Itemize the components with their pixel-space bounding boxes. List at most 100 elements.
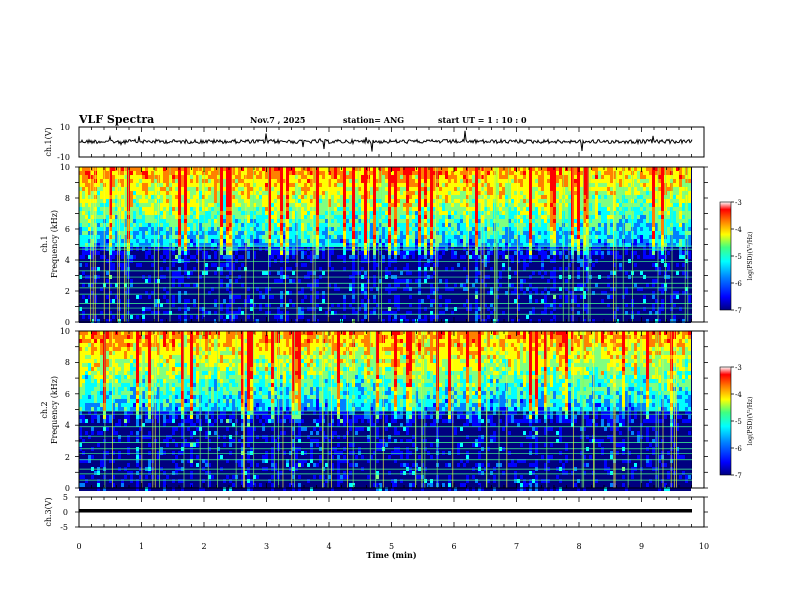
spectrogram-cell [211,191,214,195]
spectrogram-cell [283,187,286,191]
spectrogram-cell [337,167,340,171]
spectrogram-cell [178,199,181,203]
spectrogram-cell [568,211,571,215]
spectrogram-cell [577,219,580,223]
spectrogram-cell [250,167,253,171]
spectrogram-cell [634,179,637,183]
spectrogram-cell [676,255,679,259]
spectrogram-cell [613,191,616,195]
spectrogram-cell [676,219,679,223]
spectrogram-cell [370,175,373,179]
spectrogram-cell [559,227,562,231]
spectrogram-cell [325,179,328,183]
spectrogram-cell [490,183,493,187]
spectrogram-cell [229,171,232,175]
spectrogram-cell [532,219,535,223]
spectrogram-cell [364,195,367,199]
spectrogram-cell [517,215,520,219]
spectrogram-cell [445,227,448,231]
spectrogram-cell [166,231,169,235]
spectrogram-cell [490,235,493,239]
spectrogram-cell [202,179,205,183]
spectrogram-cell [685,239,688,243]
spectrogram-cell [421,207,424,211]
spectrogram-cell [625,179,628,183]
spectrogram-cell [364,183,367,187]
spectrogram-cell [421,175,424,179]
spectrogram-cell [334,203,337,207]
spectrogram-cell [292,243,295,247]
spectrogram-cell [550,199,553,203]
spectrogram-cell [553,231,556,235]
spectrogram-cell [394,199,397,203]
spectrogram-cell [571,171,574,175]
spectrogram-cell [625,255,628,259]
spectrogram-cell [82,235,85,239]
spectrogram-cell [403,227,406,231]
spectrogram-cell [91,171,94,175]
spectrogram-cell [475,223,478,227]
spectrogram-cell [517,227,520,231]
spectrogram-cell [601,211,604,215]
spectrogram-cell [508,171,511,175]
spectrogram-cell [133,227,136,231]
spectrogram-cell [604,167,607,171]
spectrogram-cell [253,215,256,219]
spectrogram-cell [607,203,610,207]
spectrogram-cell [658,199,661,203]
spectrogram-cell [394,203,397,207]
spectrogram-cell [463,215,466,219]
spectrogram-cell [550,191,553,195]
spectrogram-cell [370,243,373,247]
spectrogram-cell [313,175,316,179]
spectrogram-cell [319,179,322,183]
spectrogram-cell [469,207,472,211]
spectrogram-cell [625,195,628,199]
spectrogram-cell [481,219,484,223]
spectrogram-cell [241,179,244,183]
spectrogram-cell [130,255,133,259]
spectrogram-cell [418,251,421,255]
spectrogram-cell [142,207,145,211]
spectrogram-cell [214,179,217,183]
spectrogram-cell [445,167,448,171]
spectrogram-cell [652,227,655,231]
spectrogram-cell [505,243,508,247]
spectrogram-cell [238,251,241,255]
spectrogram-cell [202,175,205,179]
spectrogram-cell [184,191,187,195]
spectrogram-cell [589,191,592,195]
spectrogram-cell [403,199,406,203]
spectrogram-cell [196,211,199,215]
spectrogram-cell [373,255,376,259]
spectrogram-cell [229,187,232,191]
spectrogram-cell [652,175,655,179]
spectrogram-cell [604,231,607,235]
spectrogram-cell [646,235,649,239]
spectrogram-cell [196,203,199,207]
spectrogram-cell [280,183,283,187]
spectrogram-cell [364,223,367,227]
spectrogram-cell [388,203,391,207]
spectrogram-cell [421,223,424,227]
spectrogram-cell [634,239,637,243]
spectrogram-cell [502,179,505,183]
spectrogram-cell [514,179,517,183]
spectrogram-cell [382,187,385,191]
spectrogram-cell [202,211,205,215]
spectrogram-cell [262,199,265,203]
spectrogram-cell [337,211,340,215]
spectrogram-cell [220,215,223,219]
spectrogram-cell [430,199,433,203]
spectrogram-cell [190,259,193,263]
spectrogram-cell [199,203,202,207]
spectrogram-cell [355,195,358,199]
spectrogram-cell [316,215,319,219]
spectrogram-cell [130,231,133,235]
spectrogram-cell [487,227,490,231]
spectrogram-cell [142,199,145,203]
spectrogram-cell [649,219,652,223]
spectrogram-cell [595,203,598,207]
spectrogram-cell [247,211,250,215]
spectrogram-cell [685,251,688,255]
